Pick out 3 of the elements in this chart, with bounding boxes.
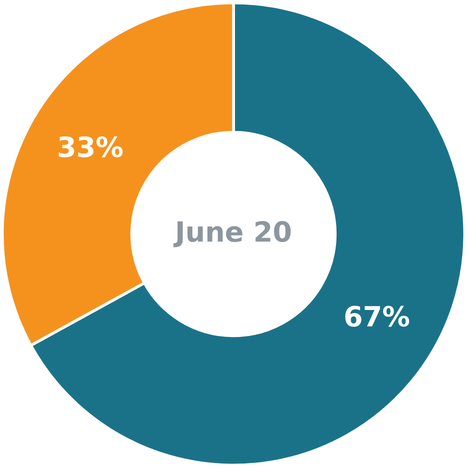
text: June 20 [173, 221, 291, 248]
data-label: 33% [58, 136, 123, 158]
data-label: 67% [345, 306, 410, 327]
